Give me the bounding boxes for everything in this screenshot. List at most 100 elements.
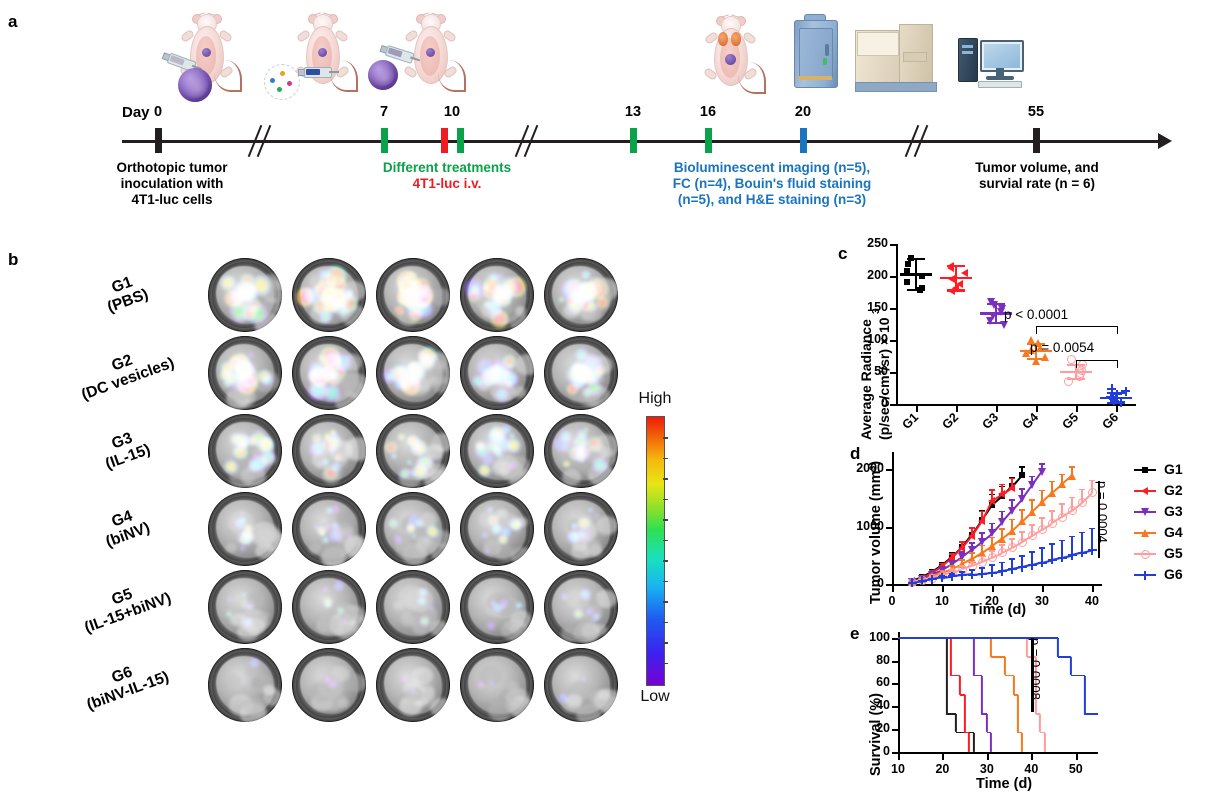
p-value-label: p = 0.0008 [1028, 637, 1044, 700]
panel-e-step [955, 731, 974, 734]
panel-d-point [987, 529, 996, 538]
y-axis [896, 244, 898, 404]
panel-e-step [972, 732, 975, 752]
dish-rim [293, 415, 365, 487]
error-bar [1021, 531, 1023, 542]
panel-d-point [1047, 488, 1056, 497]
error-cap [1069, 535, 1075, 538]
x-tick [1075, 754, 1078, 760]
error-cap [1049, 543, 1055, 545]
bioluminescence-image [460, 414, 534, 488]
bioluminescence-image [292, 492, 366, 566]
bioluminescence-image [208, 414, 282, 488]
dish-rim [293, 649, 365, 721]
dish-rim [461, 571, 533, 643]
error-cap [1039, 489, 1045, 492]
panel-d-point [1057, 553, 1067, 563]
error-bar [991, 522, 993, 534]
error-cap [979, 544, 985, 547]
error-bar [1031, 551, 1033, 566]
error-cap [959, 541, 965, 543]
timeline-break-3 [904, 124, 931, 158]
x-axis [898, 752, 1098, 754]
panel-e-step [1071, 674, 1085, 677]
panel-c-point [1067, 354, 1077, 364]
x-tick-label: 10 [935, 594, 949, 608]
error-bar [1001, 528, 1003, 539]
panel-c-average-radiance: c Average Radiance (p/sec/cm²/sr) × 10 3… [838, 236, 1224, 440]
timeline-caption-endpoint-2: survial rate (n = 6) [979, 176, 1095, 191]
panel-b-group-label-g6: G6 (biNV-IL-15) [58, 645, 192, 721]
bioluminescence-image [292, 414, 366, 488]
timeline-label-10: 10 [443, 104, 461, 120]
legend-marker [1140, 570, 1150, 580]
error-cap [1079, 531, 1085, 534]
dish-rim [293, 337, 365, 409]
panel-d-point [1017, 562, 1027, 572]
bioluminescence-image [292, 570, 366, 644]
illustration-computer-workstation [958, 34, 1024, 88]
error-cap [979, 567, 985, 569]
y-tick-label: 20 [876, 721, 890, 736]
error-cap [907, 288, 925, 291]
error-bar [1061, 503, 1063, 517]
bioluminescence-image [544, 648, 618, 722]
dish-rim [209, 259, 281, 331]
panel-e-step [954, 714, 957, 733]
y-tick-label: 40 [876, 698, 890, 713]
bioluminescence-image [460, 570, 534, 644]
x-tick-label: 50 [1068, 762, 1083, 776]
illustration-mouse-4t1luc-iv [368, 8, 466, 94]
x-tick-label: 10 [891, 762, 905, 776]
panel-d-point [907, 578, 917, 588]
y-tick-label: 250 [867, 236, 888, 250]
panel-e-step [981, 675, 984, 715]
x-tick [1031, 754, 1034, 760]
x-tick [1042, 586, 1044, 592]
error-bar [1035, 342, 1037, 358]
panel-d-point [947, 559, 956, 568]
panel-d-point [997, 566, 1007, 576]
panel-e-step [1084, 713, 1098, 716]
panel-d-point [927, 574, 937, 584]
panel-d-point [1067, 506, 1077, 516]
y-tick [892, 660, 898, 663]
dish-rim [461, 649, 533, 721]
panel-e-step [973, 674, 983, 677]
dish-rim [293, 493, 365, 565]
x-tick [898, 754, 900, 760]
panel-c-point [1106, 384, 1116, 394]
panel-d-point [1027, 481, 1036, 490]
panel-c-point [988, 312, 997, 321]
panel-d-point [1057, 480, 1066, 489]
error-bar [1081, 531, 1083, 553]
panel-d-point [1007, 543, 1017, 553]
error-cap [969, 569, 975, 571]
bioluminescence-image [376, 570, 450, 644]
bioluminescence-image [544, 570, 618, 644]
colorbar-tick [663, 519, 668, 521]
vesicle-icon [264, 64, 300, 100]
error-cap [1009, 476, 1015, 479]
panel-d-point [1017, 537, 1027, 547]
panel-c-point [1112, 389, 1122, 399]
bioluminescence-image [208, 258, 282, 332]
panel-e-step [991, 656, 1005, 659]
y-tick [892, 729, 898, 732]
x-tick [942, 586, 944, 592]
timeline-label-20: 20 [794, 104, 812, 120]
panel-c-point [1109, 396, 1119, 406]
colorbar-tick [663, 498, 668, 501]
bioluminescence-image [292, 648, 366, 722]
bioluminescence-image [208, 492, 282, 566]
panel-letter-a: a [8, 12, 18, 31]
y-tick [886, 526, 892, 529]
bioluminescence-image [292, 336, 366, 410]
error-cap [979, 555, 985, 558]
panel-c-point [947, 263, 955, 272]
error-bar [1071, 466, 1073, 476]
error-bar [1041, 489, 1043, 502]
timeline-caption-imaging-3: (n=5), and H&E staining (n=3) [677, 192, 867, 207]
error-cap [1107, 402, 1125, 405]
panel-d-point [1027, 507, 1036, 516]
